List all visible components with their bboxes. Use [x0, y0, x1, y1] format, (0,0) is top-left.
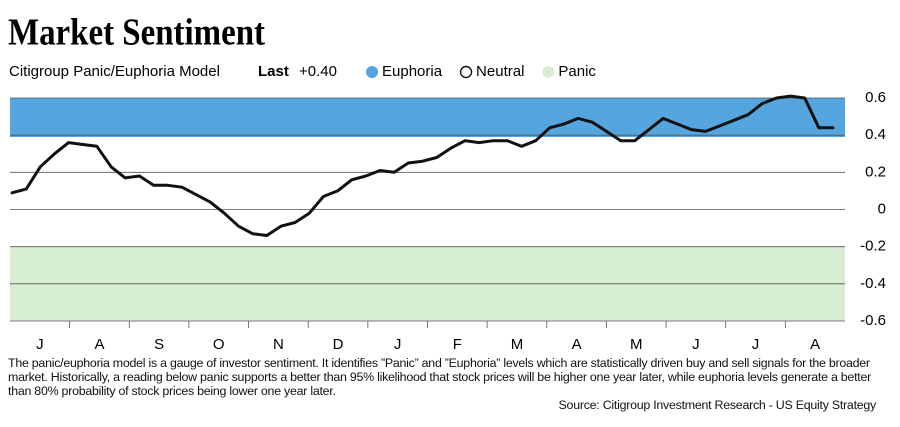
y-tick-label: 0.2 — [865, 163, 886, 180]
y-tick-label: 0.4 — [865, 126, 886, 143]
x-tick-label: S — [154, 336, 164, 353]
y-tick-label: 0.6 — [865, 89, 886, 106]
x-tick-label: A — [94, 336, 104, 353]
x-tick-label: A — [572, 336, 582, 353]
x-tick-label: J — [692, 336, 700, 353]
x-tick-label: J — [752, 336, 760, 353]
legend-label: Panic — [558, 63, 596, 80]
legend-label: Euphoria — [382, 63, 443, 80]
source: Source: Citigroup Investment Research - … — [558, 398, 877, 412]
chart-subtitle: Citigroup Panic/Euphoria Model — [9, 63, 220, 80]
footnote: The panic/euphoria model is a gauge of i… — [8, 356, 871, 398]
x-tick-label: O — [213, 336, 225, 353]
y-tick-label: -0.6 — [860, 312, 886, 329]
y-tick-label: -0.2 — [860, 238, 886, 255]
x-tick-label: A — [810, 336, 820, 353]
x-tick-label: J — [394, 336, 402, 353]
x-tick-label: J — [36, 336, 44, 353]
legend-swatch — [459, 65, 473, 79]
zone-band — [10, 98, 845, 138]
y-tick-label: -0.4 — [860, 275, 886, 292]
chart-title: Market Sentiment — [8, 12, 265, 54]
legend-label: Neutral — [476, 63, 524, 80]
footnote-block: The panic/euphoria model is a gauge of i… — [8, 356, 890, 412]
x-tick-label: D — [333, 336, 344, 353]
y-tick-label: 0 — [878, 200, 886, 217]
x-tick-label: F — [453, 336, 462, 353]
sentiment-line — [10, 94, 835, 237]
legend-swatch — [542, 66, 555, 78]
last-label: Last — [258, 63, 289, 80]
chart: Market Sentiment Citigroup Panic/Euphori… — [8, 12, 886, 353]
legend-swatch — [366, 66, 378, 78]
x-tick-label: N — [273, 336, 284, 353]
last-value: +0.40 — [299, 63, 337, 80]
x-tick-label: M — [511, 336, 524, 353]
x-tick-label: M — [630, 336, 643, 353]
